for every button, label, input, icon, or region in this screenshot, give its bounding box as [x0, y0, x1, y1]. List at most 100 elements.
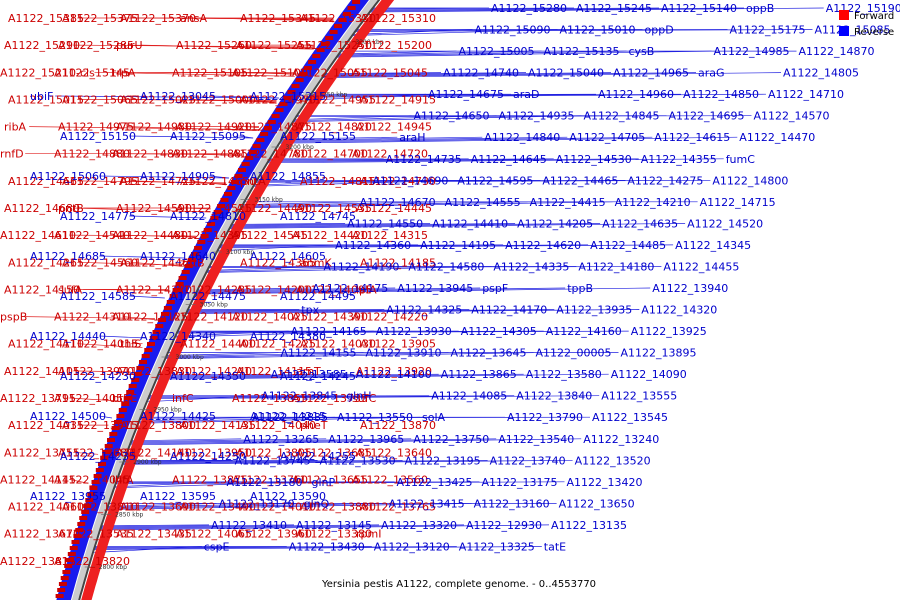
- reverse-gene-label: A1122_13550: [337, 411, 413, 424]
- forward-gene-label: A1122_15055: [292, 66, 368, 79]
- reverse-gene-label: A1122_14710: [768, 88, 844, 101]
- forward-feature-mark: [224, 192, 232, 196]
- forward-feature-mark: [191, 252, 199, 256]
- forward-gene-label: A1122_13735: [292, 392, 368, 405]
- reverse-gene-label: tatE: [544, 541, 566, 554]
- reverse-leader-line: [280, 136, 483, 141]
- forward-feature-mark: [175, 282, 184, 286]
- forward-feature-mark: [325, 36, 334, 40]
- reverse-gene-label: A1122_00005: [536, 347, 612, 360]
- reverse-leader-line: [230, 223, 686, 229]
- reverse-leader-line: [267, 158, 724, 164]
- reverse-gene-label: A1122_15155: [280, 130, 356, 143]
- reverse-leader-line: [337, 50, 457, 55]
- forward-feature-mark: [227, 186, 236, 190]
- reverse-leader-line: [157, 373, 269, 376]
- forward-leader-line: [123, 153, 243, 156]
- reverse-leader-line: [280, 136, 653, 143]
- forward-gene-label: A1122_15210-cls: [0, 66, 95, 79]
- reverse-leader-line: [115, 481, 480, 484]
- forward-gene-label: A1122_13760: [232, 473, 308, 486]
- forward-gene-label: A1122_14880: [54, 148, 130, 161]
- forward-feature-mark: [283, 96, 292, 100]
- forward-gene-label: A1122_13560: [352, 473, 428, 486]
- reverse-leader-line: [280, 136, 738, 144]
- forward-feature-mark: [73, 534, 82, 538]
- forward-feature-mark: [155, 324, 164, 328]
- reverse-gene-label: A1122_12930: [466, 519, 542, 532]
- forward-gene-label: A1122_13960: [236, 528, 312, 541]
- forward-feature-mark: [75, 528, 84, 532]
- forward-feature-mark: [279, 102, 288, 106]
- forward-gene-label: A1122_13870: [360, 419, 436, 432]
- reverse-leader-line: [99, 255, 185, 259]
- forward-feature-mark: [66, 558, 74, 562]
- forward-gene-label: A1122_14680: [4, 202, 80, 215]
- reverse-leader-line: [196, 287, 481, 293]
- forward-leader-line: [77, 506, 80, 508]
- forward-feature-mark: [128, 384, 137, 388]
- reverse-leader-line: [176, 330, 544, 333]
- reverse-leader-line: [230, 223, 601, 228]
- forward-feature-mark: [77, 522, 86, 526]
- forward-gene-label: A1122_14365: [240, 256, 316, 269]
- legend: Forward Reverse: [839, 10, 894, 38]
- reverse-gene-label: pspF: [482, 282, 508, 295]
- forward-gene-label: btuE: [112, 392, 137, 405]
- reverse-gene-label: A1122_14905: [140, 170, 216, 183]
- forward-feature-mark: [161, 312, 169, 316]
- reverse-leader-line: [230, 223, 431, 226]
- forward-leader-line: [181, 234, 196, 239]
- reverse-leader-line: [337, 50, 542, 56]
- reverse-gene-label: A1122_13930: [376, 325, 452, 338]
- forward-gene-label: A1122_15100: [232, 66, 308, 79]
- reverse-leader-line: [100, 524, 295, 528]
- forward-feature-mark: [166, 300, 175, 304]
- forward-leader-line: [123, 234, 196, 238]
- forward-feature-mark: [109, 432, 118, 436]
- forward-gene-label: A1122_14875: [236, 121, 312, 134]
- forward-gene-label: anmK: [300, 256, 332, 269]
- forward-feature-mark: [87, 492, 96, 496]
- forward-feature-mark: [126, 390, 135, 394]
- reverse-leader-line: [123, 459, 573, 465]
- reverse-gene-label: A1122_14210: [615, 196, 691, 209]
- reverse-gene-label: cspE: [204, 541, 230, 554]
- reverse-gene-label: A1122_14380: [250, 330, 326, 343]
- forward-feature-mark: [256, 138, 265, 142]
- reverse-gene-label: A1122_15085: [815, 24, 891, 37]
- reverse-gene-label: A1122_13425: [397, 476, 473, 489]
- reverse-leader-line: [148, 395, 430, 398]
- reverse-gene-label: A1122_13555: [601, 390, 677, 403]
- reverse-gene-label: A1122_14320: [641, 304, 717, 317]
- reverse-gene-label: A1122_14090: [611, 368, 687, 381]
- reverse-gene-label: A1122_15040: [528, 67, 604, 80]
- reverse-leader-line: [131, 438, 412, 444]
- forward-feature-mark: [241, 162, 250, 166]
- reverse-gene-label: A1122_14475: [170, 290, 246, 303]
- forward-leader-line: [185, 207, 211, 210]
- kbp-tick-label: 3250 kbp: [319, 92, 347, 99]
- reverse-leader-line: [99, 415, 113, 419]
- reverse-gene-label: A1122_14470: [739, 131, 815, 144]
- reverse-gene-label: cysB: [629, 45, 655, 58]
- forward-feature-mark: [178, 276, 187, 280]
- forward-feature-mark: [69, 546, 78, 550]
- forward-gene-label: A1122_14700: [292, 148, 368, 161]
- reverse-leader-line: [239, 135, 254, 139]
- reverse-leader-line: [131, 438, 497, 445]
- forward-gene-label: A1122_13815: [0, 555, 76, 568]
- genome-ring: [55, 0, 395, 600]
- forward-leader-line: [25, 316, 155, 319]
- reverse-leader-line: [368, 7, 824, 13]
- forward-feature-mark: [207, 222, 216, 226]
- forward-leader-line: [73, 207, 211, 213]
- reverse-gene-label: A1122_13410: [211, 519, 287, 532]
- forward-gene-label: A1122_14980: [116, 121, 192, 134]
- forward-leader-lines: [25, 17, 334, 508]
- forward-feature-mark: [184, 264, 193, 268]
- forward-feature-mark: [312, 54, 321, 58]
- forward-gene-label: A1122_14400: [180, 338, 256, 351]
- reverse-leader-line: [108, 503, 387, 509]
- reverse-gene-label: A1122_14355: [641, 153, 717, 166]
